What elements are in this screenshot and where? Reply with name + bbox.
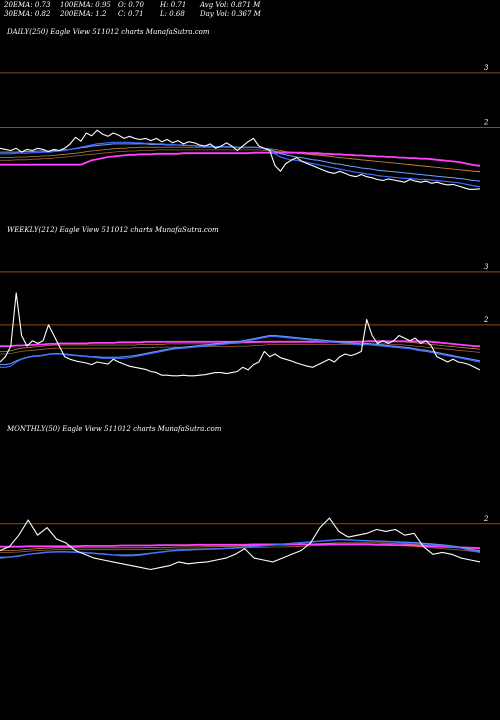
weekly-ema-extra-line-2 [0, 343, 481, 355]
daily-price-line [0, 129, 481, 190]
weekly-ytick-label: 2 [483, 316, 489, 324]
weekly-price-line [0, 292, 481, 377]
weekly-ema20-line [0, 335, 481, 368]
monthly-ema20-line [0, 539, 481, 559]
weekly-ytick-label: 3 [484, 263, 489, 271]
daily-chart-title: DAILY(250) Eagle View 511012 charts Muna… [7, 28, 210, 36]
avg-vol-value: Avg Vol: 0.871 M [200, 1, 261, 9]
monthly-chart-title: MONTHLY(50) Eagle View 511012 charts Mun… [7, 425, 222, 433]
ema20-value: 20EMA: 0.73 [4, 1, 51, 9]
ema200-value: 200EMA: 1.2 [60, 10, 107, 18]
weekly-chart-title: WEEKLY(212) Eagle View 511012 charts Mun… [7, 226, 219, 234]
ema100-value: 100EMA: 0.95 [60, 1, 111, 9]
monthly-price-line [0, 517, 481, 571]
close-value: C: 0.71 [118, 10, 144, 18]
monthly-ema100-line [0, 543, 481, 550]
high-value: H: 0.71 [160, 1, 187, 9]
daily-ema-extra-line-1 [0, 146, 480, 172]
day-vol-value: Day Vol: 0.367 M [200, 10, 261, 18]
daily-ytick-label: 3 [484, 64, 489, 72]
low-value: L: 0.68 [160, 10, 185, 18]
daily-ema100-line [0, 151, 481, 167]
monthly-ema-extra-line-1 [0, 542, 481, 551]
ema30-value: 30EMA: 0.82 [4, 10, 51, 18]
monthly-ytick-label: 2 [483, 515, 489, 523]
indicator-header: 20EMA: 0.73 100EMA: 0.95 O: 0.70 H: 0.71… [0, 0, 500, 20]
daily-ytick-label: 2 [483, 119, 489, 127]
open-value: O: 0.70 [118, 1, 144, 9]
